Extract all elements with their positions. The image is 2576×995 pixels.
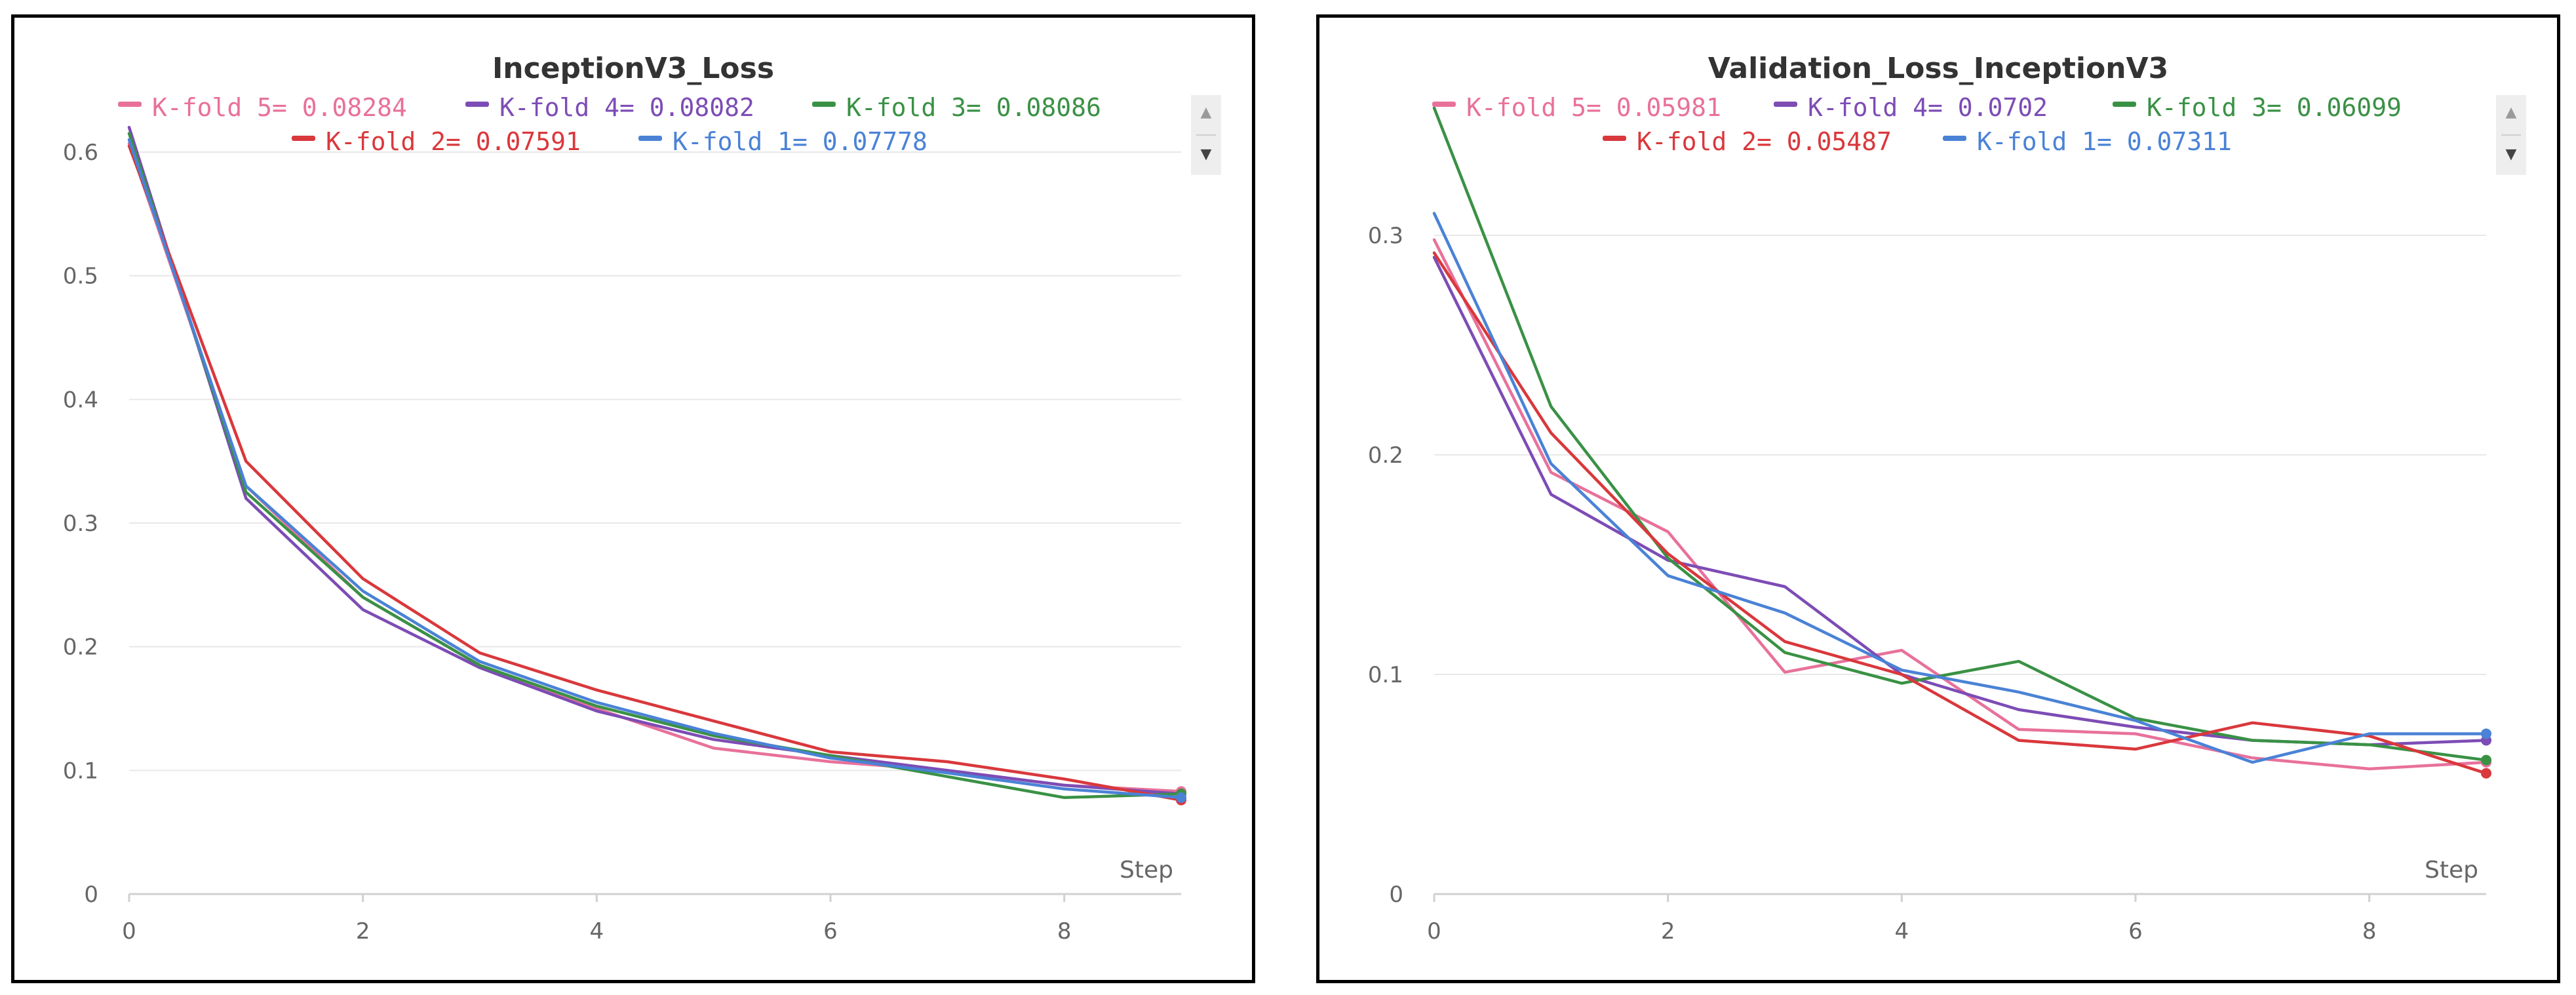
- chart-title: Validation_Loss_InceptionV3: [1708, 52, 2168, 85]
- legend-entry: K-fold 3= 0.06099: [2147, 93, 2402, 122]
- legend-entry: K-fold 4= 0.08082: [499, 93, 754, 122]
- x-tick-label: 0: [1427, 918, 1441, 945]
- legend-entry: K-fold 1= 0.07311: [1977, 127, 2232, 156]
- series-line-kfold-5: [127, 142, 1183, 793]
- legend-entry: K-fold 2= 0.05487: [1637, 127, 1892, 156]
- y-tick-label: 0.2: [63, 634, 98, 661]
- y-tick-label: 0.1: [63, 758, 98, 784]
- scroll-down-icon[interactable]: ▼: [1200, 146, 1212, 163]
- y-tick-label: 0.6: [63, 140, 98, 166]
- series-line-kfold-2: [1432, 251, 2488, 775]
- series-end-point: [2481, 728, 2491, 739]
- series-line-kfold-2: [127, 144, 1183, 802]
- divider: [1196, 134, 1216, 136]
- series-line-kfold-3: [1432, 106, 2488, 762]
- x-tick-label: 4: [1895, 918, 1909, 945]
- x-tick-label: 6: [823, 918, 838, 945]
- legend-entry: K-fold 3= 0.08086: [846, 93, 1101, 122]
- x-tick-label: 2: [356, 918, 370, 945]
- y-tick-label: 0: [84, 882, 98, 908]
- x-tick-label: 8: [1057, 918, 1072, 945]
- x-tick-label: 8: [2362, 918, 2377, 945]
- divider: [2501, 134, 2521, 136]
- legend-swatch: [118, 102, 142, 107]
- y-tick-label: 0: [1389, 882, 1403, 908]
- series-line-kfold-1: [1432, 212, 2488, 764]
- legend-entry: K-fold 1= 0.07778: [673, 127, 927, 156]
- series-line-kfold-5: [1432, 238, 2488, 771]
- scroll-down-icon[interactable]: ▼: [2505, 146, 2517, 163]
- x-tick-label: 0: [122, 918, 136, 945]
- series-end-point: [2481, 754, 2491, 766]
- legend-swatch: [2113, 102, 2136, 107]
- x-tick-label: 4: [590, 918, 604, 945]
- legend-scroll-control[interactable]: ▲ ▼: [2496, 95, 2526, 175]
- legend-scroll-control[interactable]: ▲ ▼: [1191, 95, 1221, 175]
- legend-swatch: [465, 102, 489, 107]
- scroll-up-icon[interactable]: ▲: [2505, 104, 2517, 121]
- legend-entry: K-fold 2= 0.07591: [326, 127, 581, 156]
- legend-swatch: [1774, 102, 1797, 107]
- y-tick-label: 0.2: [1368, 442, 1403, 469]
- y-tick-label: 0.1: [1368, 662, 1403, 688]
- x-axis-label: Step: [2425, 857, 2478, 884]
- scroll-up-icon[interactable]: ▲: [1200, 104, 1212, 121]
- chart-panel-validation-loss: Validation_Loss_InceptionV3 0 0.1 0.2 0.3 0 2 4…: [1316, 14, 2560, 983]
- legend-swatch: [292, 136, 315, 141]
- y-tick-label: 0.5: [63, 263, 98, 290]
- line-chart: InceptionV3_Loss 0 0.1 0.2 0.3 0.4 0.5 0.6 0 2 4 6 8…: [63, 52, 1186, 945]
- legend-swatch: [812, 102, 836, 107]
- legend-swatch: [1432, 102, 1456, 107]
- x-tick-label: 6: [2128, 918, 2143, 945]
- x-axis-label: Step: [1120, 857, 1173, 884]
- legend-swatch: [638, 136, 662, 141]
- legend-entry: K-fold 5= 0.05981: [1466, 93, 1721, 122]
- y-tick-label: 0.4: [63, 387, 98, 413]
- x-tick-label: 2: [1661, 918, 1675, 945]
- legend-entry: K-fold 5= 0.08284: [152, 93, 407, 122]
- legend-entry: K-fold 4= 0.0702: [1808, 93, 2048, 122]
- y-tick-label: 0.3: [63, 511, 98, 537]
- legend-swatch: [1603, 136, 1626, 141]
- legend-swatch: [1943, 136, 1966, 141]
- series-end-point: [1176, 792, 1186, 803]
- series-line-kfold-1: [127, 138, 1183, 800]
- series-end-point: [2481, 768, 2491, 779]
- chart-panel-inceptionv3-loss: InceptionV3_Loss 0 0.1 0.2 0.3 0.4 0.5 0.6 0 2 4 6 8…: [11, 14, 1255, 983]
- chart-title: InceptionV3_Loss: [492, 52, 774, 85]
- y-tick-label: 0.3: [1368, 223, 1403, 249]
- line-chart: Validation_Loss_InceptionV3 0 0.1 0.2 0.3 0 2 4…: [1368, 52, 2491, 945]
- series-line-kfold-3: [127, 132, 1183, 800]
- series-line-kfold-4: [127, 126, 1183, 796]
